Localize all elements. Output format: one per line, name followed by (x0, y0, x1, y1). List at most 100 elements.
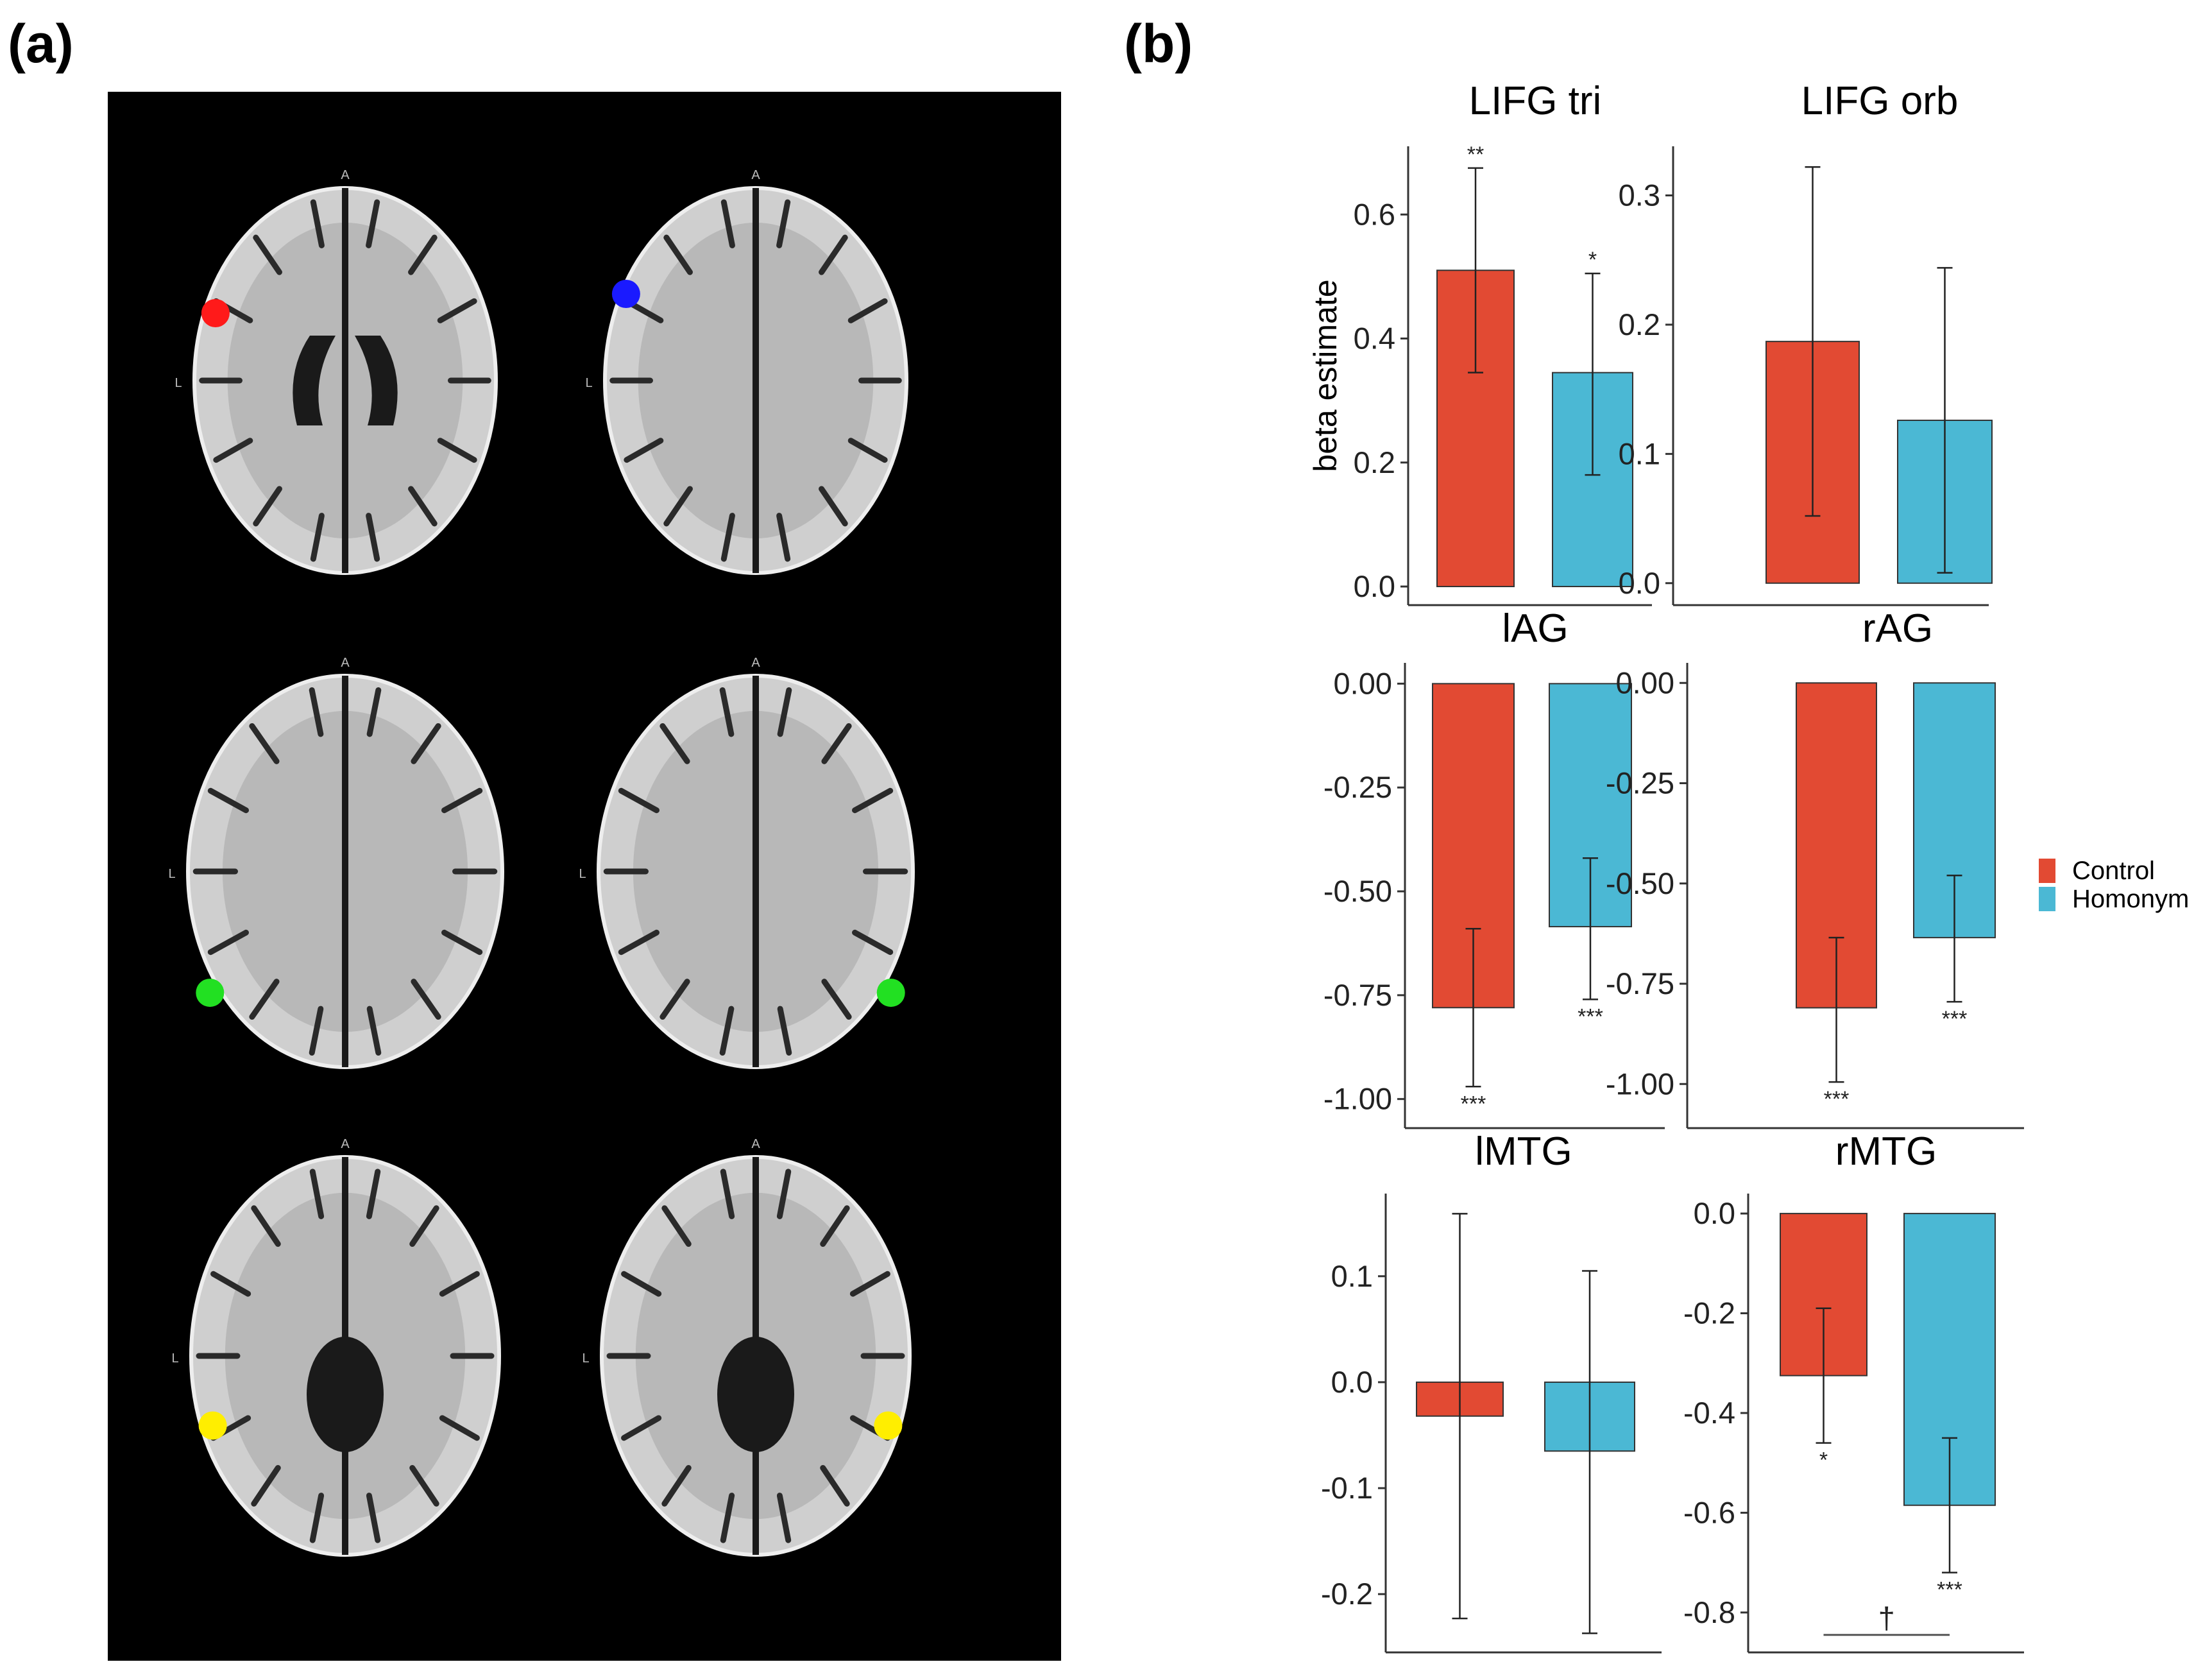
chart-title: LIFG orb (1801, 79, 1959, 123)
left-label: L (579, 867, 586, 881)
chart-title: lMTG (1475, 1129, 1572, 1174)
y-axis-title: beta estimate (1307, 279, 1343, 472)
y-tick-label: -0.50 (1323, 874, 1392, 908)
sulcus (720, 199, 735, 248)
sulcus (776, 1169, 792, 1219)
sulcus (366, 1006, 382, 1056)
sulcus (849, 1271, 890, 1297)
sulcus (366, 199, 380, 248)
significance-label: ** (1467, 142, 1484, 167)
sulcus (213, 438, 253, 463)
chart-title: rMTG (1835, 1129, 1937, 1174)
comparison-label: † (1878, 1601, 1895, 1635)
left-label: L (168, 867, 175, 881)
sulcus (661, 1465, 692, 1507)
sulcus (437, 438, 477, 463)
sulcus (659, 723, 690, 764)
sulcus (207, 787, 249, 814)
significance-label: * (1819, 1448, 1828, 1473)
panel-a-label: (a) (8, 13, 74, 74)
y-tick-label: -0.2 (1683, 1296, 1735, 1330)
anterior-label: A (751, 656, 760, 670)
y-tick-label: -0.2 (1321, 1577, 1373, 1611)
sulcus (409, 1465, 439, 1507)
sulcus (624, 438, 664, 463)
roi-marker (201, 299, 230, 327)
sulcus (366, 513, 380, 562)
roi-marker (874, 1411, 903, 1440)
sulcus (847, 438, 888, 463)
chart-title: rAG (1862, 606, 1933, 651)
sulcus (309, 1493, 325, 1543)
midbrain-cistern (717, 1337, 794, 1452)
roi-marker (196, 979, 225, 1007)
y-tick-label: -1.00 (1606, 1067, 1674, 1101)
sulcus (409, 1205, 439, 1247)
y-tick-label: 0.1 (1331, 1259, 1373, 1293)
sulcus (663, 234, 693, 275)
anterior-label: A (751, 168, 760, 182)
sulcus (366, 1493, 381, 1543)
sulcus (309, 1006, 324, 1056)
roi-marker (611, 280, 640, 308)
sulcus (309, 687, 324, 737)
y-tick-label: -0.50 (1606, 866, 1674, 900)
sulcus (253, 234, 282, 275)
y-tick-label: -0.4 (1683, 1396, 1735, 1430)
sulcus (847, 298, 888, 323)
anterior-label: A (341, 1137, 350, 1151)
sulcus (819, 234, 848, 275)
sulcus (820, 1205, 850, 1247)
sulcus (659, 979, 690, 1020)
sulcus (249, 979, 280, 1020)
sulcus (439, 1271, 480, 1297)
sulcus (720, 1169, 735, 1219)
brain-slice: AL (579, 656, 915, 1069)
sulcus (618, 787, 659, 814)
sulcus (852, 929, 894, 955)
sulcus (253, 486, 282, 527)
y-tick-label: 0.0 (1331, 1365, 1373, 1399)
y-tick-label: -0.6 (1683, 1495, 1735, 1529)
y-tick-label: 0.2 (1619, 307, 1660, 341)
sulcus (777, 1006, 792, 1056)
sulcus (249, 723, 280, 764)
sulcus (852, 787, 894, 814)
brain-slice: AL (168, 656, 504, 1069)
left-ventricle (293, 336, 336, 425)
sulcus (776, 513, 791, 562)
sulcus (720, 513, 735, 562)
chart-title: LIFG tri (1469, 79, 1602, 123)
legend-label-control: Control (2072, 857, 2155, 885)
sulcus (720, 1493, 735, 1543)
panel-b-label: (b) (1124, 13, 1193, 74)
sulcus (777, 687, 792, 737)
sulcus (408, 486, 438, 527)
y-tick-label: -1.00 (1323, 1082, 1392, 1116)
sulcus (820, 1465, 850, 1507)
y-tick-label: 0.1 (1619, 436, 1660, 470)
sulcus (207, 929, 249, 955)
y-tick-label: 0.4 (1354, 321, 1395, 356)
brain-slice: AL (171, 1137, 501, 1557)
significance-label: *** (1937, 1578, 1962, 1602)
legend-swatch-homonym (2039, 887, 2055, 911)
y-tick-label: 0.0 (1619, 566, 1660, 600)
sulcus (310, 513, 325, 562)
sulcus (663, 486, 693, 527)
roi-marker (876, 979, 905, 1007)
chart-lifg-orb: LIFG orb 0.0 0.1 0.2 0.3 (1619, 79, 1993, 606)
chart-lag: lAG 0.00 -0.25 -0.50 -0.75 -1.00 *** *** (1323, 606, 1665, 1129)
right-ventricle (355, 336, 398, 425)
sulcus (366, 1169, 381, 1219)
sulcus (819, 486, 848, 527)
sulcus (441, 929, 483, 955)
sulcus (251, 1205, 281, 1247)
roi-marker (198, 1411, 227, 1440)
sulcus (366, 687, 382, 737)
y-tick-label: -0.25 (1606, 766, 1674, 800)
chart-lmtg: lMTG 0.1 0.0 -0.1 -0.2 (1321, 1129, 1662, 1654)
